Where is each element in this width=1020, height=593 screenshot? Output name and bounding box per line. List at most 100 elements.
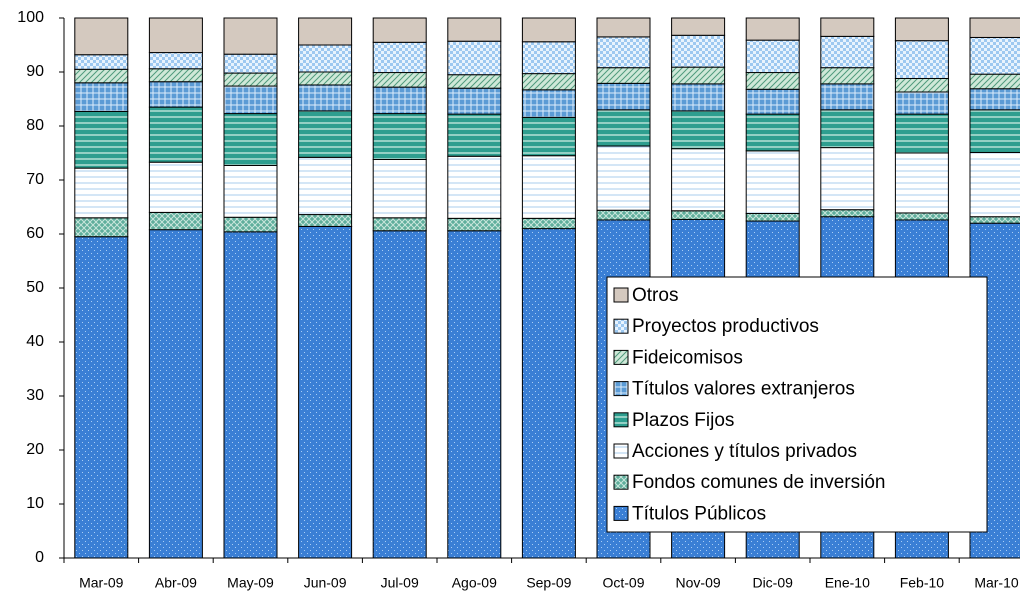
bar-segment xyxy=(74,17,129,56)
legend-label: Fideicomisos xyxy=(632,347,743,368)
bar-segment xyxy=(372,113,427,160)
bar-segment xyxy=(671,210,726,220)
y-tick-label: 100 xyxy=(17,9,44,26)
x-tick-label: Mar-10 xyxy=(974,575,1019,591)
bar-segment xyxy=(969,151,1020,218)
bar-segment xyxy=(671,148,726,212)
legend-swatch xyxy=(613,505,629,521)
bar-segment xyxy=(223,72,278,87)
y-tick-label: 90 xyxy=(26,63,44,80)
bar-segment xyxy=(521,73,576,91)
y-tick-label: 0 xyxy=(35,549,44,566)
y-tick-label: 80 xyxy=(26,117,44,134)
bar-segment xyxy=(372,41,427,74)
bar-segment xyxy=(671,83,726,112)
y-tick-label: 70 xyxy=(26,171,44,188)
bar-segment xyxy=(447,217,502,232)
bar-segment xyxy=(74,167,129,219)
bar-segment xyxy=(148,81,203,108)
bar-segment xyxy=(521,116,576,157)
bar-segment xyxy=(894,77,949,93)
bar-segment xyxy=(447,155,502,219)
legend-label: Proyectos productivos xyxy=(632,316,819,337)
legend-label: Fondos comunes de inversión xyxy=(632,472,885,493)
bar-segment xyxy=(969,109,1020,153)
bar-segment xyxy=(148,17,203,54)
bar-segment xyxy=(223,216,278,233)
y-tick-label: 10 xyxy=(26,495,44,512)
bar-segment xyxy=(894,152,949,214)
bar-segment xyxy=(148,229,203,559)
bar-segment xyxy=(223,231,278,559)
bar-segment xyxy=(820,109,875,149)
bar-segment xyxy=(74,236,129,559)
bar-segment xyxy=(74,110,129,169)
bar-segment xyxy=(969,17,1020,38)
legend-swatch xyxy=(613,318,629,334)
bar-segment xyxy=(820,67,875,85)
bar-segment xyxy=(969,36,1020,75)
y-tick-label: 20 xyxy=(26,441,44,458)
bar-segment xyxy=(671,110,726,150)
bar-segment xyxy=(521,217,576,230)
bar-segment xyxy=(74,68,129,84)
bar-segment xyxy=(298,156,353,216)
x-tick-label: Sep-09 xyxy=(526,575,571,591)
bar-segment xyxy=(223,164,278,218)
bar-segment xyxy=(148,161,203,213)
bar-segment xyxy=(820,35,875,69)
bar-segment xyxy=(596,17,651,38)
bar-segment xyxy=(74,54,129,70)
bar-segment xyxy=(298,17,353,46)
bar-segment xyxy=(447,74,502,89)
bar-segment xyxy=(223,53,278,74)
bar-segment xyxy=(372,86,427,115)
legend-label: Plazos Fijos xyxy=(632,410,734,431)
bar-segment xyxy=(596,36,651,69)
y-tick-label: 60 xyxy=(26,225,44,242)
bar-segment xyxy=(74,217,129,238)
x-tick-label: Ene-10 xyxy=(825,575,870,591)
bar-segment xyxy=(372,17,427,43)
x-tick-label: May-09 xyxy=(227,575,274,591)
bar-segment xyxy=(596,209,651,221)
bar-segment xyxy=(74,82,129,112)
bar-segment xyxy=(596,82,651,111)
bar-segment xyxy=(372,230,427,559)
bar-segment xyxy=(820,83,875,111)
bar-segment xyxy=(372,217,427,232)
bar-segment xyxy=(521,228,576,559)
bar-segment xyxy=(148,211,203,231)
bar-segment xyxy=(745,88,800,115)
x-tick-label: Oct-09 xyxy=(602,575,644,591)
bar-segment xyxy=(894,17,949,42)
bar-segment xyxy=(596,67,651,84)
y-tick-label: 40 xyxy=(26,333,44,350)
bar-segment xyxy=(969,88,1020,111)
bar-segment xyxy=(894,212,949,221)
bar-segment xyxy=(298,225,353,559)
bar-segment xyxy=(745,113,800,152)
bar-segment xyxy=(894,40,949,79)
bar-segment xyxy=(521,155,576,219)
bar-segment xyxy=(447,113,502,157)
bar-segment xyxy=(223,85,278,115)
bar-segment xyxy=(745,212,800,222)
bar-segment xyxy=(372,72,427,88)
bar-segment xyxy=(820,209,875,218)
bar-segment xyxy=(298,110,353,158)
bar-segment xyxy=(969,73,1020,90)
legend-box xyxy=(606,276,988,533)
legend-swatch xyxy=(613,474,629,490)
bar-segment xyxy=(447,230,502,559)
bar-segment xyxy=(596,109,651,147)
y-tick-label: 30 xyxy=(26,387,44,404)
bar-segment xyxy=(447,40,502,76)
legend-label: Títulos Públicos xyxy=(632,503,766,524)
x-tick-label: Ago-09 xyxy=(452,575,497,591)
x-tick-label: Nov-09 xyxy=(676,575,721,591)
bar-segment xyxy=(671,34,726,68)
bar-segment xyxy=(745,150,800,214)
bar-segment xyxy=(894,91,949,115)
